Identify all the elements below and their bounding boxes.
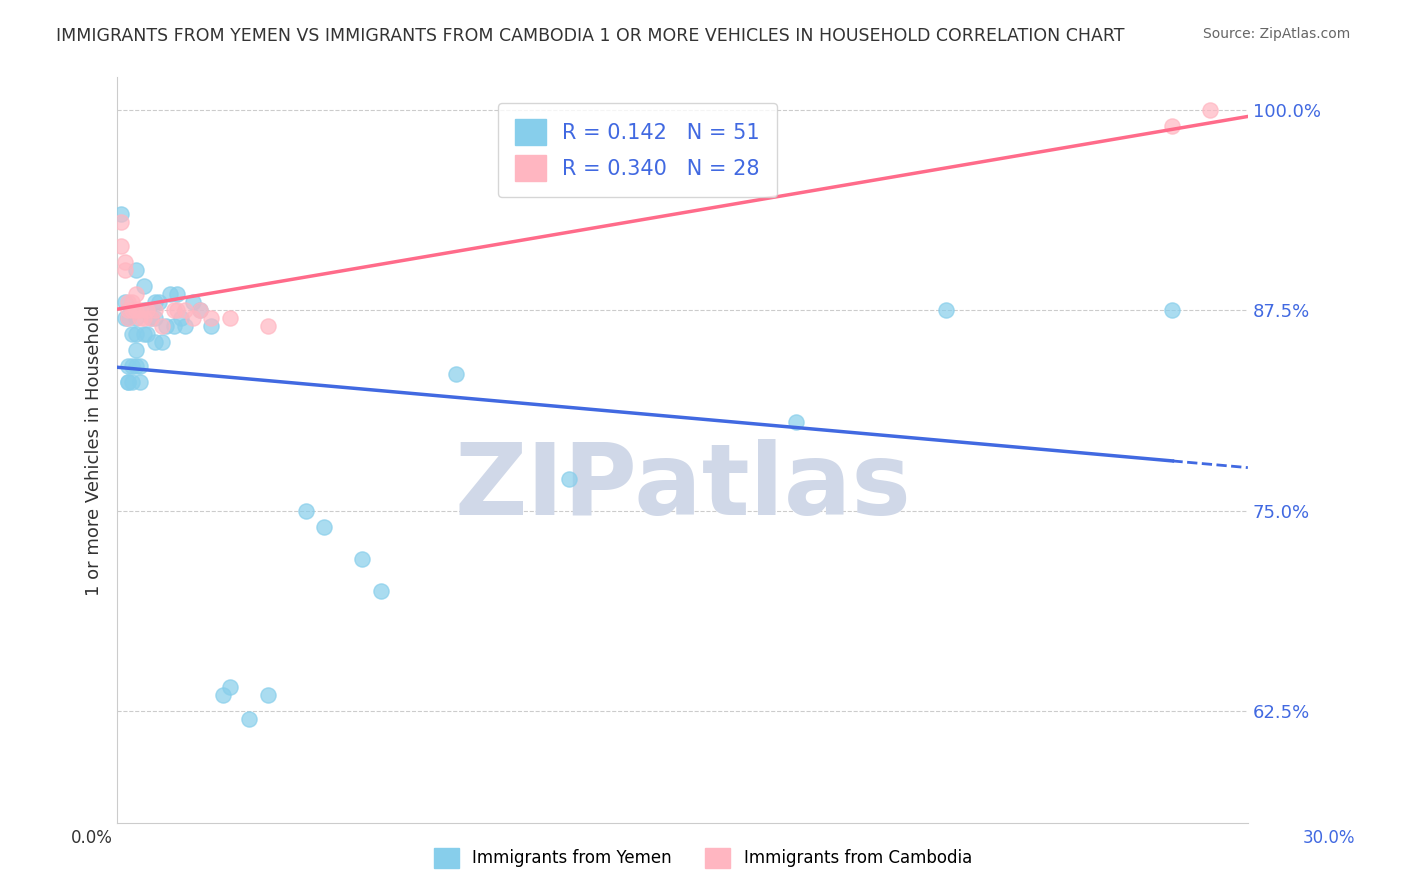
Point <box>152 319 174 334</box>
Point <box>148 295 170 310</box>
Point <box>785 416 807 430</box>
Point <box>143 311 166 326</box>
Point <box>143 295 166 310</box>
Point <box>238 712 260 726</box>
Point <box>117 311 139 326</box>
Legend: R = 0.142   N = 51, R = 0.340   N = 28: R = 0.142 N = 51, R = 0.340 N = 28 <box>498 103 776 197</box>
Point <box>125 327 148 342</box>
Point <box>114 311 136 326</box>
Point <box>121 327 143 342</box>
Point <box>211 688 233 702</box>
Text: ZIPatlas: ZIPatlas <box>454 439 911 536</box>
Point <box>110 207 132 221</box>
Text: 0.0%: 0.0% <box>70 829 112 847</box>
Point <box>117 303 139 318</box>
Point <box>163 303 186 318</box>
Point <box>170 311 193 326</box>
Point <box>352 551 374 566</box>
Point <box>174 303 197 318</box>
Point <box>200 311 222 326</box>
Point <box>121 303 143 318</box>
Point <box>132 279 155 293</box>
Point <box>128 303 150 318</box>
Point <box>117 295 139 310</box>
Point <box>125 311 148 326</box>
Point <box>143 303 166 318</box>
Text: Source: ZipAtlas.com: Source: ZipAtlas.com <box>1202 27 1350 41</box>
Point <box>125 263 148 277</box>
Point <box>174 319 197 334</box>
Point <box>314 519 336 533</box>
Point <box>143 335 166 350</box>
Legend: Immigrants from Yemen, Immigrants from Cambodia: Immigrants from Yemen, Immigrants from C… <box>427 841 979 875</box>
Point <box>219 680 242 694</box>
Point <box>446 368 468 382</box>
Text: 30.0%: 30.0% <box>1302 829 1355 847</box>
Point <box>132 303 155 318</box>
Point <box>188 303 211 318</box>
Point <box>117 359 139 374</box>
Point <box>155 319 177 334</box>
Point <box>136 303 159 318</box>
Point <box>159 287 181 301</box>
Point <box>257 319 280 334</box>
Point <box>181 311 204 326</box>
Point <box>935 303 957 318</box>
Point <box>294 503 316 517</box>
Point <box>558 471 581 485</box>
Point <box>219 311 242 326</box>
Point <box>188 303 211 318</box>
Point <box>166 303 188 318</box>
Point <box>110 215 132 229</box>
Point <box>128 359 150 374</box>
Point <box>139 311 162 326</box>
Point <box>117 376 139 390</box>
Point <box>132 327 155 342</box>
Point <box>370 583 392 598</box>
Point <box>117 311 139 326</box>
Point <box>136 327 159 342</box>
Point <box>121 376 143 390</box>
Point <box>163 319 186 334</box>
Point <box>117 376 139 390</box>
Point <box>125 359 148 374</box>
Point <box>132 311 155 326</box>
Point <box>1161 119 1184 133</box>
Point <box>152 335 174 350</box>
Point <box>125 343 148 358</box>
Text: IMMIGRANTS FROM YEMEN VS IMMIGRANTS FROM CAMBODIA 1 OR MORE VEHICLES IN HOUSEHOL: IMMIGRANTS FROM YEMEN VS IMMIGRANTS FROM… <box>56 27 1125 45</box>
Point <box>121 303 143 318</box>
Point <box>200 319 222 334</box>
Point <box>125 303 148 318</box>
Point <box>121 295 143 310</box>
Point <box>1161 303 1184 318</box>
Point <box>181 295 204 310</box>
Point <box>114 255 136 269</box>
Point <box>166 287 188 301</box>
Point <box>128 311 150 326</box>
Point <box>1199 103 1222 117</box>
Point <box>128 376 150 390</box>
Point <box>139 311 162 326</box>
Y-axis label: 1 or more Vehicles in Household: 1 or more Vehicles in Household <box>86 305 103 596</box>
Point <box>114 263 136 277</box>
Point <box>125 287 148 301</box>
Point <box>121 359 143 374</box>
Point <box>114 295 136 310</box>
Point <box>136 303 159 318</box>
Point <box>257 688 280 702</box>
Point <box>110 239 132 253</box>
